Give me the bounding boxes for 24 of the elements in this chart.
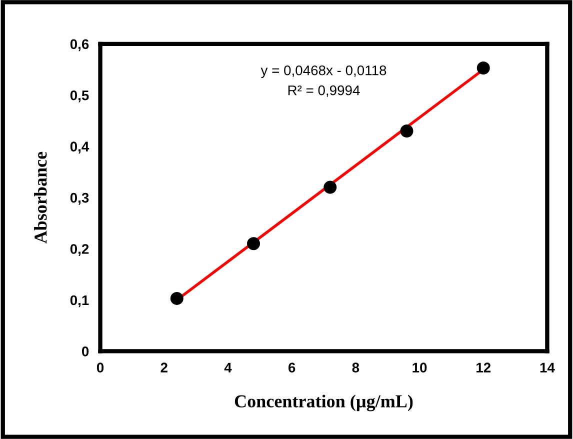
- x-tick-label: 10: [412, 362, 427, 373]
- x-tick-label: 4: [224, 362, 232, 372]
- point: [324, 180, 337, 194]
- x-tick-label: 8: [352, 362, 360, 373]
- x-tick-label: 14: [540, 362, 555, 372]
- y-axis-title: Absorbance: [34, 152, 47, 244]
- x-axis-title: Concentration (µg/mL): [234, 394, 413, 412]
- y-tick-label: 0,5: [70, 90, 89, 102]
- x-tick-label: 12: [476, 362, 491, 372]
- point: [476, 61, 490, 74]
- point: [170, 292, 184, 305]
- y-tick-label: 0,4: [70, 142, 90, 154]
- x-tick-label: 6: [288, 362, 296, 373]
- y-tick-label: 0,3: [70, 192, 89, 205]
- annotation: R² = 0,9994: [288, 85, 360, 97]
- y-tick-label: 0,1: [70, 295, 89, 308]
- annotation: y = 0,0468x - 0,0118: [260, 65, 386, 78]
- point: [247, 237, 260, 250]
- y-tick-label: 0: [82, 346, 89, 356]
- point: [400, 124, 414, 138]
- y-tick-label: 0,2: [70, 244, 89, 256]
- x-tick-label: 0: [96, 362, 104, 373]
- y-tick-label: 0,6: [70, 39, 89, 52]
- x-tick-label: 2: [160, 362, 168, 372]
